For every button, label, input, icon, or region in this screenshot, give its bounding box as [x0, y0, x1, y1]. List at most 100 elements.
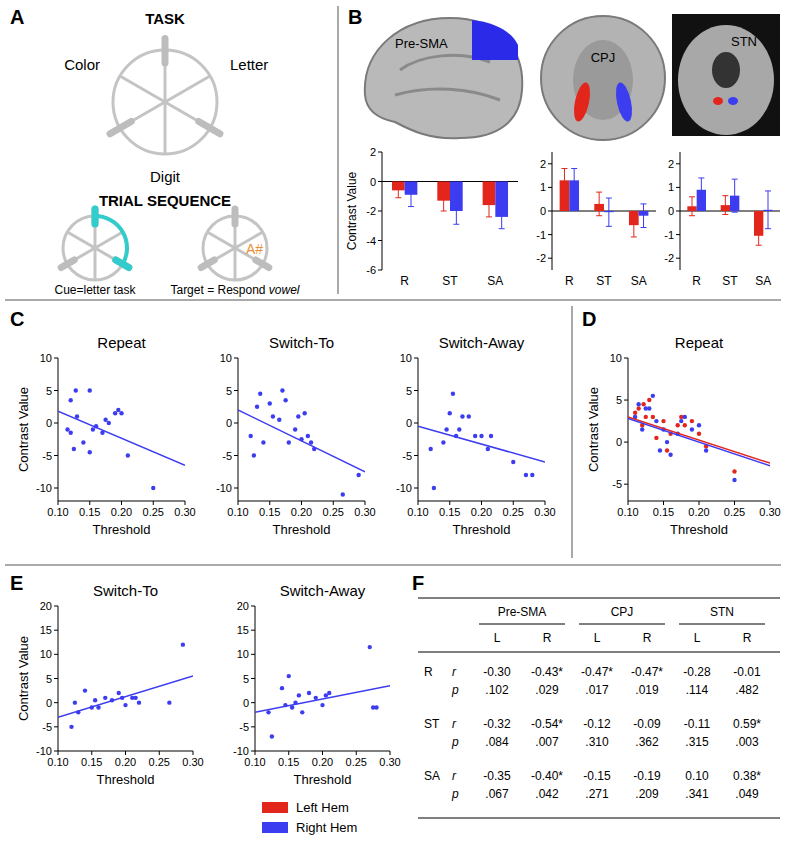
- point: [252, 453, 256, 457]
- point: [72, 447, 76, 451]
- point: [69, 398, 73, 402]
- x-axis-label: Threshold: [93, 522, 151, 537]
- error-line: [701, 178, 702, 202]
- roi-label: STN: [731, 34, 757, 49]
- error-cap: [722, 195, 728, 196]
- y-tick: [548, 211, 552, 212]
- point: [676, 423, 680, 427]
- x-tick-label: 0.30: [379, 756, 400, 768]
- point: [658, 448, 662, 452]
- y-tick: [414, 358, 418, 359]
- error-bar: [698, 178, 704, 202]
- point: [93, 698, 97, 702]
- table-cell: .067: [485, 787, 509, 801]
- x-tick-label: ST: [442, 274, 458, 288]
- error-cap: [631, 213, 637, 214]
- error-line: [768, 191, 769, 229]
- table-row-label: ST: [424, 717, 440, 731]
- marks: [58, 388, 185, 490]
- y-tick: [54, 358, 58, 359]
- point: [126, 453, 130, 457]
- x-tick: [288, 751, 289, 755]
- error-cap: [765, 228, 771, 229]
- scatter-chart: Switch-To1050-5-100.100.150.200.250.30Th…: [216, 334, 376, 537]
- error-cap: [606, 226, 612, 227]
- brain-coronal: CPJ: [541, 16, 665, 140]
- wheel-stub: [162, 39, 169, 63]
- table-cell: -0.54*: [531, 717, 563, 731]
- point: [654, 436, 658, 440]
- table-row-label: R: [424, 665, 433, 679]
- point: [486, 447, 490, 451]
- legend: Left HemRight Hem: [262, 800, 357, 835]
- y-tick-label: 1: [540, 181, 546, 193]
- error-bar: [765, 191, 771, 229]
- y-tick: [54, 488, 58, 489]
- table-cell: .315: [685, 735, 709, 749]
- x-tick-label: ST: [722, 274, 738, 288]
- table-cell: 0.10: [685, 769, 709, 783]
- y-tick: [54, 423, 58, 424]
- point: [732, 469, 736, 473]
- y-tick-label: 5: [616, 394, 622, 406]
- brain-sagittal: Pre-SMA: [365, 18, 522, 138]
- chart-title: Repeat: [97, 334, 146, 351]
- point: [524, 473, 528, 477]
- point: [636, 406, 640, 410]
- point: [368, 645, 372, 649]
- error-cap: [499, 228, 505, 229]
- point: [117, 691, 121, 695]
- point: [530, 473, 534, 477]
- wheel-stub: [199, 122, 220, 134]
- brain-fold: [712, 52, 740, 88]
- point: [133, 696, 137, 700]
- fit-line: [418, 426, 545, 462]
- point: [65, 427, 69, 431]
- x-tick: [449, 501, 450, 505]
- wheel-stub: [116, 260, 129, 268]
- error-cap: [441, 190, 447, 191]
- point: [327, 691, 331, 695]
- x-tick-label: 0.15: [278, 756, 299, 768]
- y-tick: [548, 258, 552, 259]
- target-stimulus: A#: [246, 241, 263, 257]
- error-line: [574, 169, 575, 193]
- y-tick-label: 2: [668, 158, 674, 170]
- point: [441, 440, 445, 444]
- table-stat-label: p: [451, 683, 459, 697]
- error-bar: [499, 205, 505, 229]
- x-tick: [545, 501, 546, 505]
- marks: [58, 642, 193, 729]
- x-tick: [159, 751, 160, 755]
- table-cell: .310: [585, 735, 609, 749]
- brain-stn: STN: [672, 14, 780, 136]
- diagram-title: TASK: [145, 10, 185, 27]
- error-bar: [486, 193, 492, 217]
- x-tick: [255, 751, 256, 755]
- table-header: R: [743, 631, 752, 645]
- legend-swatch: [262, 802, 288, 813]
- bars: [392, 182, 508, 229]
- point: [268, 401, 272, 405]
- point: [640, 427, 644, 431]
- legend-label: Left Hem: [296, 800, 349, 815]
- point: [271, 414, 275, 418]
- point: [119, 411, 123, 415]
- point: [116, 408, 120, 412]
- point: [665, 448, 669, 452]
- caption-part: Target = Respond: [170, 283, 268, 297]
- error-bar: [395, 183, 401, 198]
- point: [341, 492, 345, 496]
- chart-title: Switch-To: [93, 582, 158, 599]
- error-line: [443, 190, 444, 211]
- y-axis: [628, 358, 629, 501]
- y-tick: [54, 751, 58, 752]
- y-tick-label: 10: [400, 352, 412, 364]
- table-cell: .114: [686, 683, 709, 697]
- x-tick-label: ST: [596, 274, 612, 288]
- point: [665, 440, 669, 444]
- error-bar: [689, 197, 695, 216]
- x-tick-label: 0.30: [354, 506, 375, 518]
- point: [690, 427, 694, 431]
- point: [647, 406, 651, 410]
